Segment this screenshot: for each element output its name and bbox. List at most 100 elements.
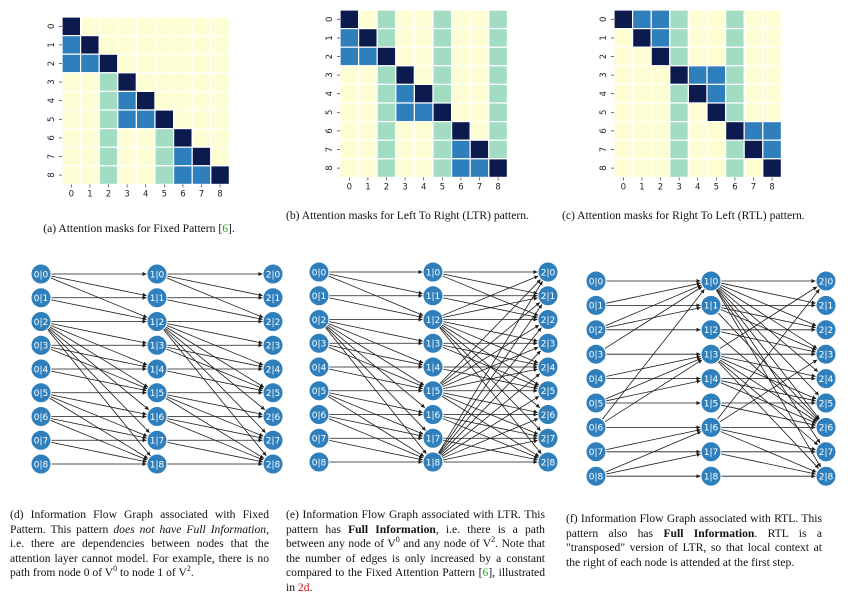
mask-cell-r5-c3 bbox=[669, 102, 689, 123]
caption-a-end: ]. bbox=[228, 222, 235, 235]
mask-cell-r0-c2 bbox=[376, 9, 397, 30]
flow-edge-l0-7-to-l1-8 bbox=[50, 441, 147, 464]
mask-cell-r4-c2 bbox=[98, 90, 119, 111]
node-circle bbox=[262, 382, 284, 404]
x-tick-label-6: 6 bbox=[458, 182, 463, 192]
graph-node-0-3: 0|3 bbox=[30, 334, 52, 356]
node-label: 0|3 bbox=[589, 351, 603, 361]
node-label: 2|7 bbox=[541, 435, 555, 445]
caption-e-part-9: ], illustrated in bbox=[286, 566, 545, 594]
caption-e-part-7: . Note that the number of edges is only … bbox=[286, 537, 545, 580]
mask-cell-r0-c1 bbox=[79, 16, 100, 37]
x-tick-label-2: 2 bbox=[106, 189, 111, 199]
mask-cell-r5-c2 bbox=[98, 109, 119, 130]
caption-a-citation[interactable]: 6 bbox=[222, 222, 229, 235]
x-tick-label-4: 4 bbox=[143, 189, 148, 199]
mask-cell-r0-c0 bbox=[61, 16, 82, 37]
node-circle bbox=[815, 465, 837, 487]
mask-cell-r3-c2 bbox=[376, 65, 397, 86]
y-tick-label-0: 0 bbox=[325, 17, 335, 22]
node-label: 0|0 bbox=[589, 277, 604, 287]
mask-cell-r7-c5 bbox=[706, 139, 727, 160]
mask-cell-r8-c6 bbox=[451, 158, 471, 179]
mask-cell-r2-c1 bbox=[79, 53, 100, 74]
flow-edge-l0-4-to-l1-3 bbox=[605, 355, 701, 377]
mask-cell-r6-c2 bbox=[376, 120, 397, 141]
node-label: 1|0 bbox=[704, 277, 719, 287]
mask-cell-r2-c2 bbox=[376, 46, 397, 67]
node-label: 0|8 bbox=[34, 460, 49, 470]
caption-d: (d) Information Flow Graph associated wi… bbox=[10, 508, 269, 581]
flow-edge-l1-6-to-l2-7 bbox=[720, 429, 816, 451]
mask-cell-r8-c8 bbox=[762, 158, 782, 179]
mask-cell-r1-c3 bbox=[669, 28, 689, 48]
mask-cell-r5-c3 bbox=[117, 109, 138, 130]
rtl-pattern-mask-heatmap: 0 0 1 1 2 2 3 3 4 4 5 5 6 6 7 7 8 8 bbox=[599, 9, 782, 192]
node-circle bbox=[308, 261, 330, 283]
mask-cell-r6-c3 bbox=[395, 120, 415, 141]
node-circle bbox=[700, 319, 722, 341]
mask-cell-r2-c7 bbox=[743, 46, 764, 67]
mask-cell-r8-c7 bbox=[743, 158, 764, 179]
caption-d-sup-2: 2 bbox=[186, 564, 191, 574]
flow-edge-l0-7-to-l1-8 bbox=[328, 439, 423, 462]
mask-cell-r3-c2 bbox=[98, 72, 119, 93]
graph-node-2-5: 2|5 bbox=[262, 382, 284, 404]
graph-node-0-1: 0|1 bbox=[30, 287, 52, 309]
mask-cell-r1-c5 bbox=[706, 28, 727, 48]
node-circle bbox=[537, 309, 559, 330]
mask-cell-r4-c8 bbox=[488, 83, 508, 104]
mask-cell-r1-c8 bbox=[210, 34, 231, 55]
caption-d-emphasis: does not have Full Information bbox=[113, 522, 267, 536]
caption-e-citation[interactable]: 6 bbox=[482, 566, 489, 580]
flow-edge-l0-1-to-l1-2 bbox=[50, 299, 147, 321]
mask-cell-r8-c7 bbox=[191, 165, 212, 186]
flow-edge-l0-7-to-l1-6 bbox=[605, 428, 701, 451]
graph-node-0-2: 0|2 bbox=[585, 319, 607, 341]
graph-node-2-5: 2|5 bbox=[537, 380, 559, 402]
caption-e-figure-ref[interactable]: 2d bbox=[297, 580, 310, 594]
node-label: 2|3 bbox=[266, 342, 280, 352]
graph-node-2-6: 2|6 bbox=[815, 416, 837, 438]
flow-edge-l0-6-to-l1-3 bbox=[604, 359, 703, 423]
mask-cell-r3-c0 bbox=[339, 65, 360, 86]
fixed-pattern-flow-graph: 0|0 0|1 0|2 0|3 0|4 0|5 0|6 0|7 0|8 1|0 1|1 1|2 1|3 1… bbox=[30, 263, 284, 475]
node-label: 0|2 bbox=[589, 326, 603, 336]
mask-cell-r4-c1 bbox=[631, 83, 652, 104]
mask-cell-r0-c4 bbox=[135, 16, 156, 37]
node-label: 1|0 bbox=[426, 268, 441, 278]
mask-cell-r7-c5 bbox=[154, 146, 175, 167]
x-tick-label-6: 6 bbox=[180, 189, 185, 199]
y-tick-label-7: 7 bbox=[325, 147, 335, 152]
mask-cell-r0-c8 bbox=[210, 16, 231, 37]
flow-edge-l0-1-to-l1-0 bbox=[605, 282, 701, 304]
mask-cell-r5-c6 bbox=[451, 102, 471, 123]
y-tick-label-3: 3 bbox=[47, 79, 57, 84]
flow-edge-l0-2-to-l1-3 bbox=[50, 323, 147, 345]
mask-cell-r3-c5 bbox=[154, 72, 175, 93]
graph-node-0-0: 0|0 bbox=[585, 270, 607, 292]
graph-node-1-1: 1|1 bbox=[146, 287, 168, 309]
node-circle bbox=[537, 332, 559, 354]
flow-edge-l1-8-to-l2-6 bbox=[442, 418, 539, 459]
mask-cell-r1-c1 bbox=[79, 34, 100, 55]
mask-cell-r3-c7 bbox=[191, 72, 212, 93]
graph-node-0-3: 0|3 bbox=[585, 343, 607, 365]
caption-f-bold: Full Information bbox=[663, 526, 755, 540]
flow-edge-l1-8-to-l2-0 bbox=[437, 280, 543, 454]
mask-cell-r2-c8 bbox=[488, 46, 508, 67]
rtl-pattern-flow-graph: 0|0 0|1 0|2 0|3 0|4 0|5 0|6 0|7 0|8 1|0 1|1 1|2 1|3 1… bbox=[585, 270, 837, 487]
node-circle bbox=[815, 441, 837, 463]
flow-edge-l1-2-to-l2-3 bbox=[166, 323, 263, 345]
caption-e-part-1: (e) Information Flow Graph associated wi… bbox=[286, 508, 545, 536]
flow-edge-l1-0-to-l2-1 bbox=[166, 275, 263, 297]
graph-node-0-5: 0|5 bbox=[30, 382, 52, 404]
node-label: 0|2 bbox=[34, 318, 48, 328]
mask-cell-r8-c6 bbox=[173, 165, 193, 186]
mask-cell-r2-c6 bbox=[451, 46, 471, 67]
mask-cell-r7-c8 bbox=[488, 139, 508, 160]
y-tick-label-0: 0 bbox=[599, 17, 609, 22]
mask-cell-r1-c2 bbox=[650, 28, 671, 48]
graph-node-0-8: 0|8 bbox=[585, 465, 607, 487]
y-tick-label-5: 5 bbox=[599, 110, 609, 115]
